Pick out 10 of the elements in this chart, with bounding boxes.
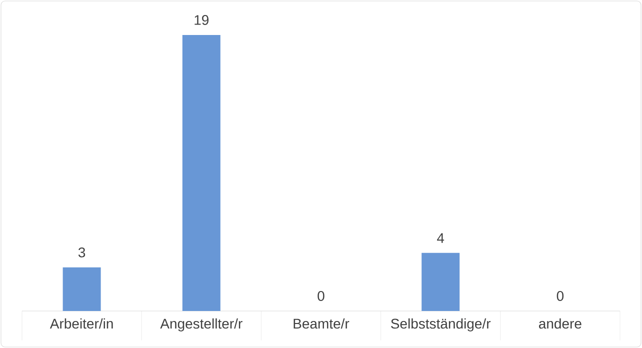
data-label: 0: [318, 291, 324, 301]
x-tick-label: andere: [538, 318, 582, 329]
x-tick-label: Beamte/r: [294, 318, 350, 329]
x-tick-label: Angestellter/r: [160, 318, 242, 332]
data-label: 19: [194, 15, 209, 25]
data-label: 3: [78, 247, 86, 258]
x-tick-label: Arbeiter/in: [50, 318, 113, 329]
data-label: 4: [437, 233, 444, 243]
data-label: 0: [556, 291, 564, 301]
x-tick-label: Selbstständige/r: [391, 318, 491, 332]
